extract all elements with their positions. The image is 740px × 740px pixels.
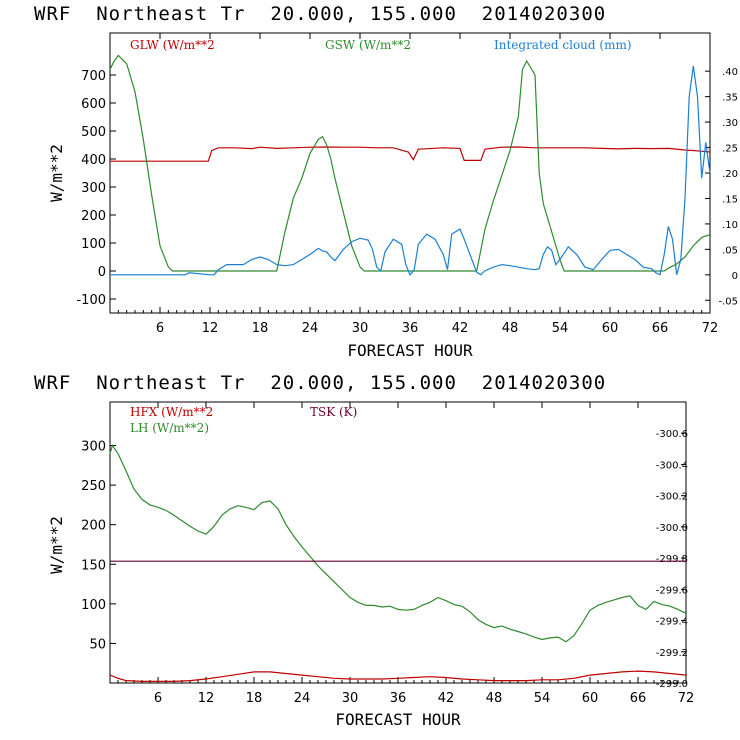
y2-tick-label: -299.8 bbox=[656, 554, 688, 565]
y-tick-label: 500 bbox=[81, 125, 106, 140]
x-tick-label: 6 bbox=[154, 691, 162, 706]
y-tick-label: 700 bbox=[81, 69, 106, 84]
x-axis-title: FORECAST HOUR bbox=[335, 710, 461, 729]
y-tick-label: 200 bbox=[81, 209, 106, 224]
x-tick-label: 60 bbox=[582, 691, 599, 706]
x-tick-label: 60 bbox=[602, 321, 619, 336]
x-tick-label: 36 bbox=[402, 321, 419, 336]
series-line-3 bbox=[110, 66, 711, 276]
y-tick-label: 0 bbox=[98, 265, 106, 280]
y2-tick-label: .05 bbox=[722, 245, 738, 256]
chart-title-bottom: WRF Northeast Tr 20.000, 155.000 2014020… bbox=[34, 372, 607, 394]
y-tick-label: -100 bbox=[76, 293, 106, 308]
x-tick-label: 6 bbox=[156, 321, 164, 336]
x-tick-label: 48 bbox=[486, 691, 503, 706]
x-tick-label: 36 bbox=[390, 691, 407, 706]
x-axis-title: FORECAST HOUR bbox=[347, 341, 473, 360]
y-tick-label: 250 bbox=[81, 479, 106, 494]
y2-tick-label: -300.6 bbox=[656, 429, 688, 440]
legend-entry: GLW (W/m**2 bbox=[130, 38, 215, 52]
y2-tick-label: -299.0 bbox=[656, 679, 688, 690]
x-tick-label: 24 bbox=[302, 321, 319, 336]
x-tick-label: 24 bbox=[294, 691, 311, 706]
series-line-2 bbox=[109, 444, 687, 643]
series-line-2 bbox=[109, 54, 711, 272]
chart-title-top: WRF Northeast Tr 20.000, 155.000 2014020… bbox=[34, 3, 607, 25]
x-tick-label: 42 bbox=[438, 691, 455, 706]
chart-panel-2: 6 12 18 24 30 36 42 48 54 60 66 72 50 100 150 200 250 300… bbox=[47, 401, 695, 729]
y-tick-label: 600 bbox=[81, 97, 106, 112]
y2-tick-label: .25 bbox=[722, 144, 738, 155]
x-tick-label: 12 bbox=[198, 691, 215, 706]
legend-entry: TSK (K) bbox=[310, 405, 357, 419]
y2-tick-label: .20 bbox=[722, 169, 738, 180]
legend-entry: GSW (W/m**2 bbox=[325, 38, 411, 52]
x-tick-label: 18 bbox=[252, 321, 269, 336]
series-line-1 bbox=[109, 670, 687, 683]
y-tick-label: 100 bbox=[81, 237, 106, 252]
y2-tick-label: .15 bbox=[722, 194, 738, 205]
y2-tick-label: -.05 bbox=[718, 296, 738, 307]
x-tick-label: 18 bbox=[246, 691, 263, 706]
x-tick-label: 30 bbox=[342, 691, 359, 706]
legend-entry: Integrated cloud (mm) bbox=[494, 38, 632, 52]
y2-tick-label: -299.4 bbox=[656, 617, 688, 628]
y2-tick-label: -300.4 bbox=[656, 460, 688, 471]
x-tick-label: 54 bbox=[534, 691, 551, 706]
y2-tick-label: .10 bbox=[722, 220, 738, 231]
y2-tick-label: .35 bbox=[722, 93, 738, 104]
x-tick-label: 66 bbox=[630, 691, 647, 706]
y-tick-label: 150 bbox=[81, 558, 106, 573]
y2-tick-label: 0 bbox=[732, 271, 738, 282]
chart-panel-1: 6 12 18 24 30 36 42 48 54 60 66 72 -100 0 100 200 300 400… bbox=[47, 32, 738, 360]
legend-entry: HFX (W/m**2 bbox=[130, 405, 213, 419]
y2-tick-label: .40 bbox=[722, 67, 738, 78]
x-tick-label: 72 bbox=[702, 321, 719, 336]
x-tick-label: 30 bbox=[352, 321, 369, 336]
y-axis-title: W/m**2 bbox=[47, 516, 66, 574]
y-tick-label: 300 bbox=[81, 181, 106, 196]
y-tick-label: 400 bbox=[81, 153, 106, 168]
y-tick-label: 200 bbox=[81, 519, 106, 534]
y2-tick-label: -300.0 bbox=[656, 523, 688, 534]
y2-tick-label: .30 bbox=[722, 118, 738, 129]
x-tick-label: 12 bbox=[202, 321, 219, 336]
y-tick-label: 300 bbox=[81, 440, 106, 455]
x-tick-label: 48 bbox=[502, 321, 519, 336]
plot-frame bbox=[109, 401, 687, 684]
y2-tick-label: -299.6 bbox=[656, 585, 688, 596]
x-tick-label: 54 bbox=[552, 321, 569, 336]
series-line-1 bbox=[110, 146, 711, 162]
y2-tick-label: -299.2 bbox=[656, 648, 688, 659]
y-tick-label: 100 bbox=[81, 598, 106, 613]
x-tick-label: 66 bbox=[652, 321, 669, 336]
y-axis-title: W/m**2 bbox=[47, 144, 66, 202]
y2-tick-label: -300.2 bbox=[656, 492, 688, 503]
y-tick-label: 50 bbox=[89, 637, 106, 652]
x-tick-label: 42 bbox=[452, 321, 469, 336]
x-tick-label: 72 bbox=[678, 691, 695, 706]
legend-entry: LH (W/m**2) bbox=[130, 421, 209, 435]
